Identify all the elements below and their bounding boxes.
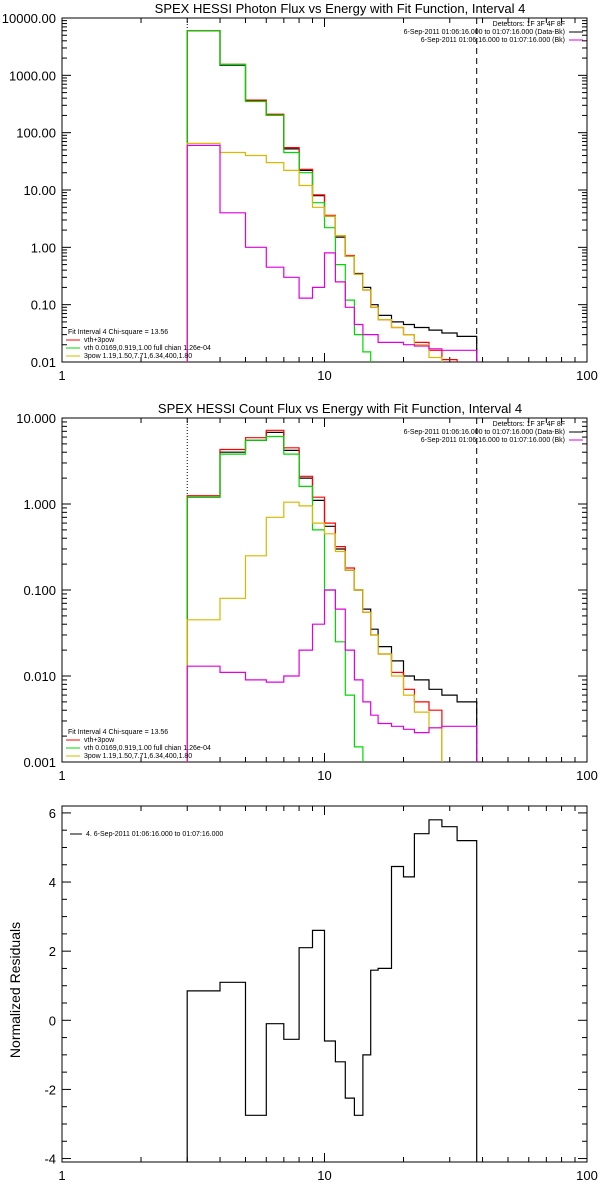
count-flux-panel: SPEX HESSI Count Flux vs Energy with Fit… (16, 401, 598, 783)
legend-entry: 6-Sep-2011 01:06:16.000 to 01:07:16.000 … (421, 37, 565, 44)
x-tick-label: 100 (576, 768, 598, 783)
photon-flux-panel: SPEX HESSI Photon Flux vs Energy with Fi… (2, 1, 598, 383)
plot-frame (61, 17, 588, 363)
chart-title: SPEX HESSI Count Flux vs Energy with Fit… (158, 401, 522, 416)
legend-entry: vth 0.0169,0.919,1.00 full chian 1.26e-0… (84, 745, 211, 752)
legend-entry: Detectors: 1F 3F 4F 8F (493, 21, 565, 28)
legend-entry: vth 0.0169,0.919,1.00 full chian 1.26e-0… (84, 345, 211, 352)
series-line-magenta (186, 144, 478, 362)
x-tick-label: 100 (576, 1168, 598, 1183)
legend-entry: Fit Interval 4 Chi-square = 13.56 (68, 729, 168, 736)
x-tick-label: 100 (576, 368, 598, 383)
y-tick-label: -2 (44, 1082, 56, 1097)
legend-entry: 4. 6-Sep-2011 01:06:16.000 to 01:07:16.0… (86, 831, 223, 838)
series-line-red (186, 429, 443, 762)
y-tick-label: 0.01 (31, 355, 56, 370)
y-tick-label: 0.001 (23, 755, 56, 770)
x-tick-label: 10 (317, 368, 331, 383)
legend-entry: 6-Sep-2011 01:06:16.000 to 01:07:16.000 … (421, 437, 565, 444)
series-line-black (186, 819, 478, 1162)
y-tick-label: 6 (49, 806, 56, 821)
legend-entry: Detectors: 1F 3F 4F 8F (493, 421, 565, 428)
legend-entry: 3pow 1.19,1.50,7.71,6.34,400,1.80 (84, 753, 192, 760)
legend-entry: vth+3pow (84, 337, 115, 344)
legend-entry: Fit Interval 4 Chi-square = 13.56 (68, 329, 168, 336)
y-tick-label: 0.10 (31, 298, 56, 313)
y-tick-label: 1.00 (31, 240, 56, 255)
series-line-green (186, 435, 364, 762)
y-axis-label: Normalized Residuals (7, 922, 23, 1058)
y-tick-label: 0.010 (23, 669, 56, 684)
series-line-black (186, 30, 478, 362)
chart-title: SPEX HESSI Photon Flux vs Energy with Fi… (155, 1, 526, 16)
y-tick-label: 10000.00 (2, 11, 56, 26)
y-tick-label: 2 (49, 944, 56, 959)
legend-entry: 6-Sep-2011 01:06:16.000 to 01:07:16.000 … (404, 29, 565, 36)
y-tick-label: 1.000 (23, 497, 56, 512)
series-line-red (186, 30, 458, 362)
series-line-magenta (186, 589, 478, 762)
y-tick-label: -4 (44, 1152, 56, 1167)
series-line-green (186, 30, 372, 362)
series-line-black (186, 431, 478, 762)
y-tick-label: 10.000 (16, 411, 56, 426)
x-tick-label: 10 (317, 768, 331, 783)
y-tick-label: 100.00 (16, 126, 56, 141)
y-tick-label: 0 (49, 1013, 56, 1028)
series-line-yellow (186, 501, 443, 762)
y-tick-label: 1000.00 (9, 68, 56, 83)
y-tick-label: 4 (49, 875, 56, 890)
x-tick-label: 10 (317, 1168, 331, 1183)
legend-entry: 6-Sep-2011 01:06:16.000 to 01:07:16.000 … (404, 429, 565, 436)
x-tick-label: 1 (58, 768, 65, 783)
residuals-panel: Normalized Residuals 1 10 100 -4 -2 0 2 4 6 4. 6-… (7, 805, 598, 1183)
y-tick-label: 10.00 (23, 183, 56, 198)
x-tick-label: 1 (58, 368, 65, 383)
x-tick-label: 1 (58, 1168, 65, 1183)
legend-entry: 3pow 1.19,1.50,7.71,6.34,400,1.80 (84, 353, 192, 360)
series-line-yellow (186, 142, 443, 362)
y-tick-label: 0.100 (23, 583, 56, 598)
legend-entry: vth+3pow (84, 737, 115, 744)
